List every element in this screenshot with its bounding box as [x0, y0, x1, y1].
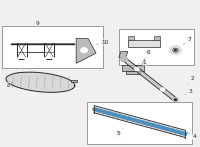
Text: 10: 10	[97, 40, 109, 45]
Text: 8: 8	[6, 82, 13, 88]
Text: 1: 1	[138, 60, 146, 65]
Text: 2: 2	[188, 76, 194, 84]
Polygon shape	[94, 106, 185, 138]
Circle shape	[174, 99, 176, 100]
Text: 5: 5	[117, 128, 122, 136]
Polygon shape	[76, 39, 96, 63]
FancyBboxPatch shape	[119, 29, 194, 66]
FancyBboxPatch shape	[87, 102, 192, 144]
Circle shape	[134, 67, 139, 71]
Text: 4: 4	[187, 132, 196, 139]
Polygon shape	[6, 72, 75, 92]
Circle shape	[169, 46, 182, 55]
Polygon shape	[126, 71, 140, 74]
Text: 6: 6	[141, 50, 150, 65]
Circle shape	[53, 58, 56, 60]
Polygon shape	[122, 58, 177, 101]
Polygon shape	[154, 36, 160, 40]
Circle shape	[172, 97, 178, 102]
Circle shape	[25, 58, 28, 60]
Text: 9: 9	[36, 21, 39, 27]
Text: 3: 3	[185, 89, 192, 95]
Circle shape	[43, 40, 46, 43]
Polygon shape	[128, 40, 160, 47]
Circle shape	[81, 48, 88, 53]
Polygon shape	[71, 80, 77, 81]
Circle shape	[25, 40, 28, 43]
Circle shape	[15, 40, 18, 43]
Circle shape	[160, 88, 165, 91]
Polygon shape	[122, 65, 144, 71]
Circle shape	[15, 58, 18, 60]
Circle shape	[175, 50, 176, 51]
Polygon shape	[119, 52, 128, 57]
Circle shape	[53, 40, 56, 43]
Text: 7: 7	[183, 37, 191, 44]
Polygon shape	[128, 36, 134, 40]
Circle shape	[43, 58, 46, 60]
Circle shape	[120, 56, 127, 62]
FancyBboxPatch shape	[2, 26, 103, 68]
